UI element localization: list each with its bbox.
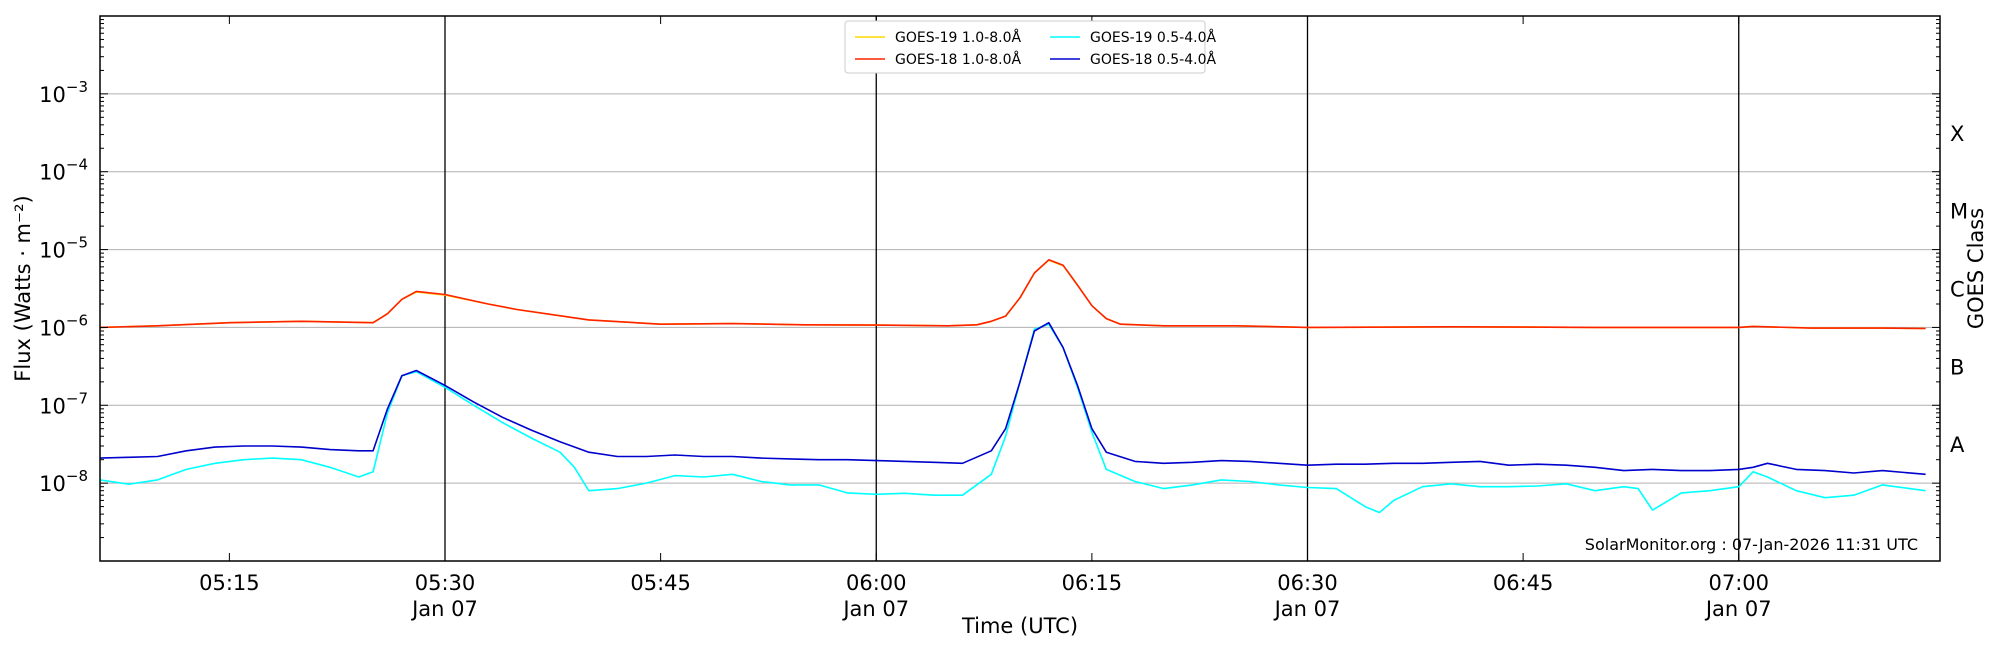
legend-box bbox=[844, 20, 1206, 74]
x-tick-date-label: Jan 07 bbox=[841, 597, 909, 621]
series-line-1 bbox=[99, 258, 1926, 330]
y-tick-label: 10−3 bbox=[39, 78, 88, 107]
x-tick-date-label: Jan 07 bbox=[1273, 597, 1341, 621]
y-tick-label: 10−8 bbox=[39, 467, 88, 496]
x-tick-label: 07:00 bbox=[1708, 571, 1769, 595]
x-tick-label: 06:15 bbox=[1062, 571, 1123, 595]
y-tick-label: 10−6 bbox=[39, 311, 88, 340]
legend-label: GOES-19 1.0-8.0Å bbox=[895, 29, 1021, 46]
series-line-3 bbox=[99, 321, 1926, 476]
goes-class-M: M bbox=[1950, 200, 1968, 224]
legend: GOES-19 1.0-8.0Å GOES-18 1.0-8.0Å GOES-19 … bbox=[844, 20, 1216, 74]
x-tick-label: 06:45 bbox=[1493, 571, 1554, 595]
x-tick-label: 06:30 bbox=[1277, 571, 1338, 595]
x-tick-date-label: Jan 07 bbox=[1704, 597, 1772, 621]
y-tick-label: 10−7 bbox=[39, 389, 88, 418]
y-axis-title: Flux (Watts · m⁻²) bbox=[11, 195, 35, 381]
goes-class-A: A bbox=[1950, 433, 1965, 457]
legend-label: GOES-18 1.0-8.0Å bbox=[895, 51, 1021, 68]
goes-class-X: X bbox=[1950, 122, 1964, 146]
right-axis-title: GOES Class bbox=[1964, 208, 1988, 329]
plot-frame bbox=[99, 15, 1941, 562]
x-tick-label: 06:00 bbox=[846, 571, 907, 595]
x-tick-label: 05:30 bbox=[415, 571, 476, 595]
goes-class-B: B bbox=[1950, 355, 1964, 379]
x-tick-label: 05:15 bbox=[199, 571, 260, 595]
legend-label: GOES-18 0.5-4.0Å bbox=[1090, 51, 1216, 68]
y-tick-label: 10−5 bbox=[39, 234, 88, 263]
grid-lines bbox=[100, 93, 1940, 484]
x-axis-title: Time (UTC) bbox=[961, 614, 1078, 638]
legend-label: GOES-19 0.5-4.0Å bbox=[1090, 29, 1216, 46]
source-annotation: SolarMonitor.org : 07-Jan-2026 11:31 UTC bbox=[1585, 535, 1918, 554]
x-tick-date-label: Jan 07 bbox=[410, 597, 478, 621]
y-axis-ticks: 10−8 10−7 10−6 10−5 10−4 10−3 bbox=[39, 15, 1940, 562]
x-tick-label: 05:45 bbox=[630, 571, 691, 595]
goes-class-C: C bbox=[1950, 278, 1965, 302]
series-lines bbox=[99, 258, 1926, 514]
goes-class-labels: A B C M X bbox=[1950, 122, 1968, 457]
y-tick-label: 10−4 bbox=[39, 156, 88, 185]
